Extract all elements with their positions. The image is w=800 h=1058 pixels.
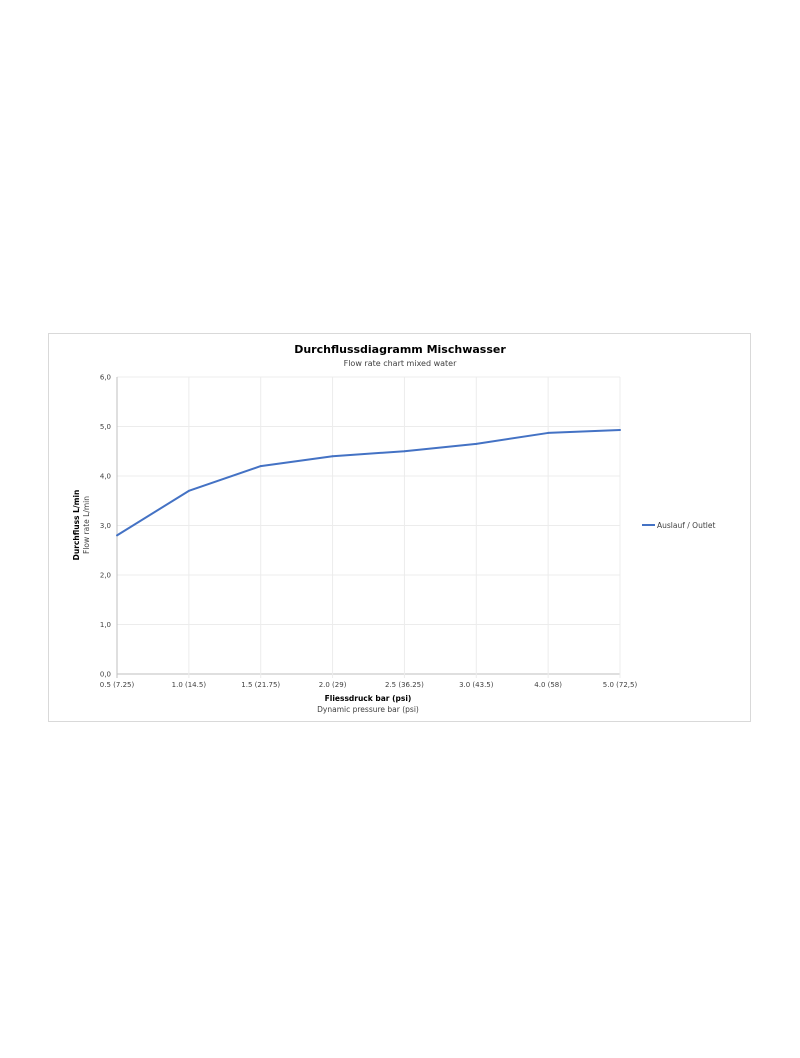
y-axis-label: Durchfluss L/min — [72, 490, 81, 561]
y-tick-label: 5,0 — [100, 423, 111, 431]
chart-subtitle: Flow rate chart mixed water — [344, 359, 457, 368]
x-tick-label: 5.0 (72,5) — [603, 681, 638, 689]
y-tick-label: 6,0 — [100, 374, 111, 382]
x-tick-label: 1.5 (21.75) — [241, 681, 280, 689]
y-tick-label: 0,0 — [100, 671, 111, 679]
data-point — [187, 489, 190, 492]
x-tick-label: 1.0 (14.5) — [172, 681, 207, 689]
data-point — [259, 465, 262, 468]
y-tick-label: 2,0 — [100, 572, 111, 580]
y-tick-label: 1,0 — [100, 621, 111, 629]
y-axis-label-english: Flow rate L/min — [82, 496, 91, 554]
legend-label: Auslauf / Outlet — [657, 521, 715, 530]
x-tick-label: 4.0 (58) — [534, 681, 562, 689]
x-tick-label: 3.0 (43.5) — [459, 681, 494, 689]
x-axis-label: Fliessdruck bar (psi) — [325, 694, 412, 703]
x-tick-label: 0.5 (7.25) — [100, 681, 135, 689]
chart-title: Durchflussdiagramm Mischwasser — [294, 343, 506, 356]
y-tick-label: 4,0 — [100, 473, 111, 481]
data-point — [475, 442, 478, 445]
data-point — [619, 428, 621, 431]
x-axis-label-english: Dynamic pressure bar (psi) — [317, 705, 419, 714]
chart-frame — [48, 333, 751, 722]
y-tick-label: 3,0 — [100, 522, 111, 530]
data-point — [547, 431, 550, 434]
data-point — [403, 450, 406, 453]
x-tick-label: 2.0 (29) — [319, 681, 347, 689]
data-point — [116, 534, 118, 537]
x-tick-label: 2.5 (36.25) — [385, 681, 424, 689]
data-point — [331, 455, 334, 458]
series-line — [116, 428, 621, 537]
